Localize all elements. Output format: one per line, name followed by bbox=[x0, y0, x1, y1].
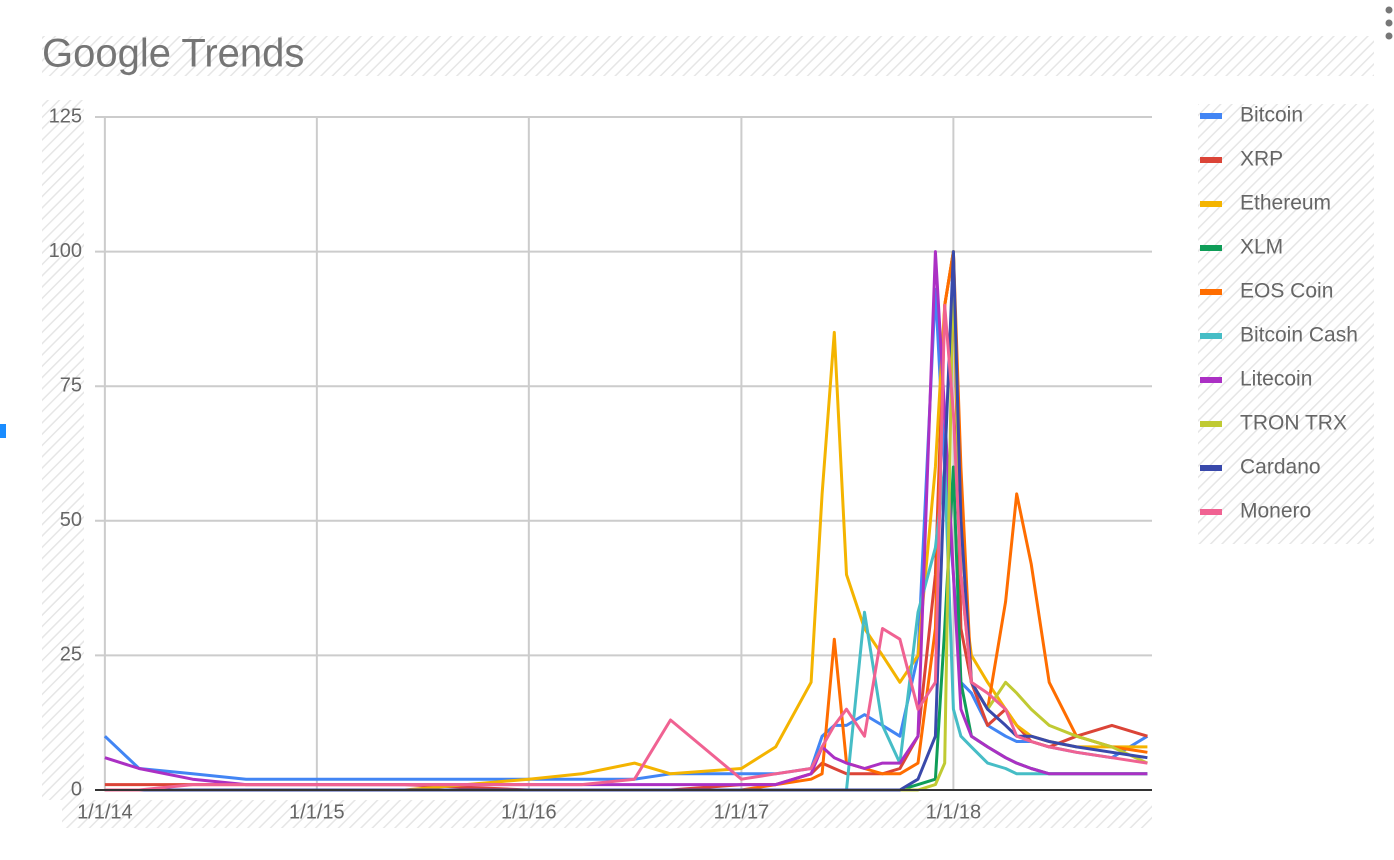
axis-background bbox=[62, 800, 1152, 828]
x-tick-label: 1/1/18 bbox=[926, 801, 982, 823]
legend-label: Ethereum bbox=[1240, 192, 1331, 215]
y-tick-label: 75 bbox=[60, 374, 82, 396]
plot-area bbox=[95, 117, 1152, 790]
menu-dot[interactable] bbox=[1385, 32, 1393, 40]
legend-swatch bbox=[1200, 377, 1222, 383]
x-tick-label: 1/1/17 bbox=[714, 801, 770, 823]
x-tick-label: 1/1/15 bbox=[289, 801, 345, 823]
legend-label: Cardano bbox=[1240, 456, 1321, 479]
legend-swatch bbox=[1200, 113, 1222, 119]
y-tick-label: 50 bbox=[60, 509, 82, 531]
y-tick-label: 100 bbox=[49, 240, 82, 262]
legend-swatch bbox=[1200, 421, 1222, 427]
series-line bbox=[104, 250, 1148, 792]
legend-label: EOS Coin bbox=[1240, 280, 1333, 303]
legend-swatch bbox=[1200, 465, 1222, 471]
legend-label: XLM bbox=[1240, 236, 1283, 259]
series-line bbox=[103, 287, 1149, 781]
legend-swatch bbox=[1200, 509, 1222, 515]
y-tick-label: 125 bbox=[49, 105, 82, 127]
y-tick-label: 0 bbox=[71, 778, 82, 800]
side-marker bbox=[0, 424, 6, 438]
legend-swatch bbox=[1200, 333, 1222, 339]
title-background bbox=[42, 36, 1374, 76]
legend-label: TRON TRX bbox=[1240, 412, 1347, 435]
x-tick-label: 1/1/16 bbox=[501, 801, 557, 823]
menu-dot[interactable] bbox=[1385, 6, 1393, 14]
axis-background bbox=[42, 100, 84, 800]
legend-swatch bbox=[1200, 201, 1222, 207]
y-tick-label: 25 bbox=[60, 644, 82, 666]
legend-swatch bbox=[1200, 289, 1222, 295]
legend-label: XRP bbox=[1240, 148, 1283, 171]
chart-title: Google Trends bbox=[42, 32, 304, 76]
menu-dot[interactable] bbox=[1385, 19, 1393, 27]
legend-label: Monero bbox=[1240, 500, 1311, 523]
legend-label: Litecoin bbox=[1240, 368, 1312, 391]
legend-label: Bitcoin Cash bbox=[1240, 324, 1358, 347]
series-line bbox=[104, 303, 1148, 792]
legend-swatch bbox=[1200, 157, 1222, 163]
legend-background bbox=[1198, 104, 1374, 544]
legend-swatch bbox=[1200, 245, 1222, 251]
legend-label: Bitcoin bbox=[1240, 104, 1303, 127]
x-tick-label: 1/1/14 bbox=[77, 801, 133, 823]
